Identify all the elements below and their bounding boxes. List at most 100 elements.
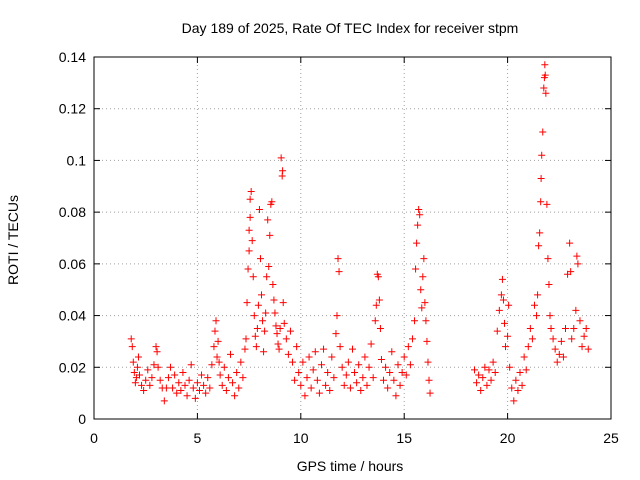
data-point — [317, 361, 325, 369]
data-point — [326, 387, 334, 395]
data-point — [328, 353, 336, 361]
data-point — [261, 327, 269, 335]
data-point — [402, 371, 410, 379]
data-point — [280, 319, 288, 327]
data-point — [246, 195, 254, 203]
data-point — [255, 206, 263, 214]
data-point — [578, 343, 586, 351]
data-point — [330, 374, 338, 382]
data-point — [534, 291, 542, 299]
data-point — [415, 206, 423, 214]
x-tick-label: 15 — [396, 430, 412, 446]
data-point — [536, 229, 544, 237]
data-point — [551, 345, 559, 353]
data-point — [215, 358, 223, 366]
data-point — [260, 348, 268, 356]
data-point — [245, 226, 253, 234]
x-tick-label: 10 — [293, 430, 309, 446]
data-point — [520, 353, 528, 361]
data-point — [510, 397, 518, 405]
data-point — [309, 366, 317, 374]
data-point — [420, 255, 428, 263]
y-tick-label: 0.1 — [67, 152, 87, 168]
data-point — [518, 381, 526, 389]
data-point — [265, 262, 273, 270]
data-point — [414, 221, 422, 229]
x-axis-label: GPS time / hours — [297, 458, 404, 474]
data-point — [320, 345, 328, 353]
data-point — [245, 247, 253, 255]
data-point — [231, 392, 239, 400]
data-point — [418, 304, 426, 312]
data-point — [270, 296, 278, 304]
data-point — [372, 301, 380, 309]
data-point — [424, 358, 432, 366]
data-point — [582, 325, 590, 332]
data-point — [423, 337, 431, 345]
data-point — [376, 325, 384, 332]
data-point — [127, 335, 135, 343]
data-point — [505, 301, 513, 309]
data-point — [530, 301, 538, 309]
data-point — [273, 330, 281, 338]
x-tick-label: 20 — [500, 430, 516, 446]
data-point — [584, 345, 592, 353]
data-point — [365, 363, 373, 371]
data-point — [537, 198, 545, 206]
data-point — [258, 291, 266, 299]
data-point — [416, 211, 424, 219]
data-point — [128, 343, 136, 351]
data-point — [576, 317, 584, 325]
data-point — [477, 387, 485, 395]
data-point — [369, 374, 377, 382]
data-point — [411, 317, 419, 325]
data-point — [546, 312, 554, 320]
data-point — [543, 200, 551, 208]
data-point — [181, 381, 189, 389]
data-point — [262, 309, 270, 317]
data-point — [274, 340, 282, 348]
data-point — [150, 361, 158, 369]
y-tick-label: 0 — [78, 411, 86, 427]
y-tick-label: 0.02 — [59, 359, 86, 375]
data-point — [291, 376, 299, 384]
data-point — [204, 374, 212, 382]
data-point — [355, 361, 363, 369]
data-point — [572, 306, 580, 314]
data-point — [408, 335, 416, 343]
data-point — [495, 306, 503, 314]
data-point — [193, 379, 201, 387]
data-point — [252, 343, 260, 351]
data-point — [179, 368, 187, 376]
y-axis-ticks: 0 0.02 0.04 0.06 0.08 0.1 0.12 0.14 — [59, 49, 611, 427]
data-point — [333, 312, 341, 320]
y-tick-label: 0.06 — [59, 256, 86, 272]
data-point — [160, 397, 168, 405]
data-point — [483, 381, 491, 389]
data-point — [301, 392, 309, 400]
data-point — [528, 335, 536, 343]
data-point — [187, 361, 195, 369]
data-point — [243, 299, 251, 307]
data-point — [516, 368, 524, 376]
data-point — [526, 325, 534, 332]
data-point — [254, 301, 262, 309]
data-point — [218, 381, 226, 389]
data-point — [574, 260, 582, 268]
data-point — [504, 332, 512, 340]
data-point — [367, 340, 375, 348]
x-tick-label: 0 — [90, 430, 98, 446]
data-point — [340, 381, 348, 389]
data-point — [351, 368, 359, 376]
data-point — [311, 348, 319, 356]
data-point — [276, 325, 284, 332]
data-point — [235, 384, 243, 392]
data-point — [475, 371, 483, 379]
data-point — [555, 350, 563, 358]
data-point — [130, 368, 138, 376]
data-point — [224, 374, 232, 382]
data-point — [404, 343, 412, 351]
data-point — [522, 366, 530, 374]
data-point — [398, 368, 406, 376]
y-tick-label: 0.04 — [59, 308, 86, 324]
